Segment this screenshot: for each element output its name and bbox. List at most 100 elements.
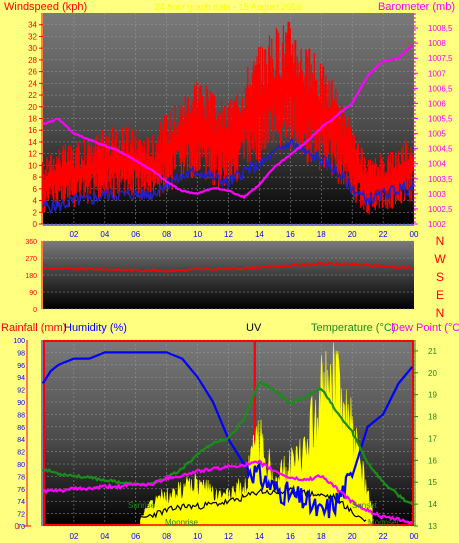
wind-x-tick-label: 12 [224,230,233,239]
wind-tick-label: 26 [28,68,37,77]
direction-panel-grid [43,240,414,310]
humidity-tick-label: 98 [17,350,25,357]
chart-title: 24 hour graph data - 15 August 2016 [155,2,302,12]
annotation-sunset: Sunset [352,501,378,510]
annotation-sunrise: Sunrise [128,501,156,510]
wind-tick-label: 4 [33,197,38,206]
climate-x-tick-label: 10 [193,532,202,541]
direction-tick-label: 270 [25,256,37,263]
wind-x-tick-label: 18 [317,230,326,239]
temperature-tick-label: 17 [428,434,437,443]
direction-tick-label: 0 [33,307,37,314]
climate-x-tick-label: 00 [410,532,419,541]
wind-panel-axes: 024681012141618202224262830323410021002,… [28,13,453,239]
humidity-tick-label: 70 [17,524,25,531]
barometer-tick-label: 1004 [428,160,446,169]
climate-x-tick-label: 02 [69,532,78,541]
climate-x-tick-label: 14 [255,532,264,541]
wind-tick-label: 28 [28,56,37,65]
humidity-tick-label: 80 [17,462,25,469]
wind-tick-label: 10 [28,161,37,170]
temperature-tick-label: 20 [428,369,437,378]
wind-tick-label: 20 [28,103,37,112]
barometer-tick-label: 1006 [428,99,446,108]
wind-tick-label: 12 [28,150,37,159]
temperature-tick-label: 21 [428,347,437,356]
barometer-tick-label: 1007,5 [428,54,453,63]
climate-x-tick-label: 04 [100,532,109,541]
barometer-tick-label: 1008,5 [428,24,453,33]
temperature-series [42,380,414,506]
humidity-tick-label: 96 [17,363,25,370]
humidity-tick-label: 88 [17,412,25,419]
wind-x-tick-label: 16 [286,230,295,239]
humidity-tick-label: 82 [17,450,25,457]
wind-x-tick-label: 04 [100,230,109,239]
direction-panel-series [42,261,413,273]
compass-label: N [436,234,445,248]
compass-label: E [436,288,444,302]
temperature-tick-label: 13 [428,522,437,531]
wind-tick-label: 6 [33,185,38,194]
compass-label: S [436,270,444,284]
humidity-tick-label: 94 [17,375,25,382]
wind-tick-label: 22 [28,91,37,100]
rainfall-tick-label: 0 [15,522,20,531]
compass-label: W [434,252,446,266]
climate-x-tick-label: 16 [286,532,295,541]
humidity-tick-label: 76 [17,487,25,494]
rainfall-axis-label: Rainfall (mm) [1,322,66,334]
wind-tick-label: 8 [33,173,38,182]
wind-average-series [42,136,415,215]
annotation-moonrise: Moonrise [165,518,198,527]
dewpoint-series [42,459,413,526]
climate-x-tick-label: 12 [224,532,233,541]
wind-x-tick-label: 06 [131,230,140,239]
climate-x-tick-label: 18 [317,532,326,541]
wind-x-tick-label: 00 [410,230,419,239]
solar-series [138,487,367,523]
humidity-tick-label: 74 [17,499,25,506]
dewpoint-axis-label: Dew Point (°C) [391,322,459,334]
direction-tick-label: 180 [25,273,37,280]
barometer-tick-label: 1003,5 [428,175,453,184]
wind-x-tick-label: 14 [255,230,264,239]
wind-tick-label: 34 [28,21,37,30]
uv-axis-label: UV [246,322,262,334]
wind-x-tick-label: 02 [69,230,78,239]
temperature-tick-label: 14 [428,500,437,509]
wind-x-tick-label: 10 [193,230,202,239]
temperature-tick-label: 19 [428,391,437,400]
wind-x-tick-label: 22 [379,230,388,239]
barometer-tick-label: 1007 [428,69,446,78]
direction-tick-label: 90 [29,290,37,297]
barometer-tick-label: 1003 [428,190,446,199]
humidity-tick-label: 90 [17,400,25,407]
wind-panel-series [42,21,415,215]
climate-panel-series [42,340,414,527]
climate-panel-axes: 7072747678808284868890929496981001314151… [13,338,437,541]
barometer-tick-label: 1006,5 [428,84,453,93]
climate-x-tick-label: 08 [162,532,171,541]
humidity-tick-label: 78 [17,474,25,481]
barometer-series [42,44,414,200]
temperature-tick-label: 18 [428,413,437,422]
humidity-tick-label: 100 [13,338,25,345]
humidity-tick-label: 92 [17,388,25,395]
humidity-tick-label: 86 [17,425,25,432]
wind-direction-series [42,261,413,273]
windspeed-axis-label: Windspeed (kph) [4,1,87,13]
climate-x-tick-label: 20 [348,532,357,541]
wind-tick-label: 18 [28,115,37,124]
wind-tick-label: 24 [28,79,37,88]
barometer-tick-label: 1005,5 [428,115,453,124]
wind-tick-label: 0 [33,220,38,229]
humidity-axis-label: Humidity (%) [64,322,127,334]
compass-label: N [436,306,445,320]
barometer-tick-label: 1008 [428,39,446,48]
wind-tick-label: 32 [28,32,37,41]
climate-x-tick-label: 22 [379,532,388,541]
temperature-tick-label: 16 [428,456,437,465]
